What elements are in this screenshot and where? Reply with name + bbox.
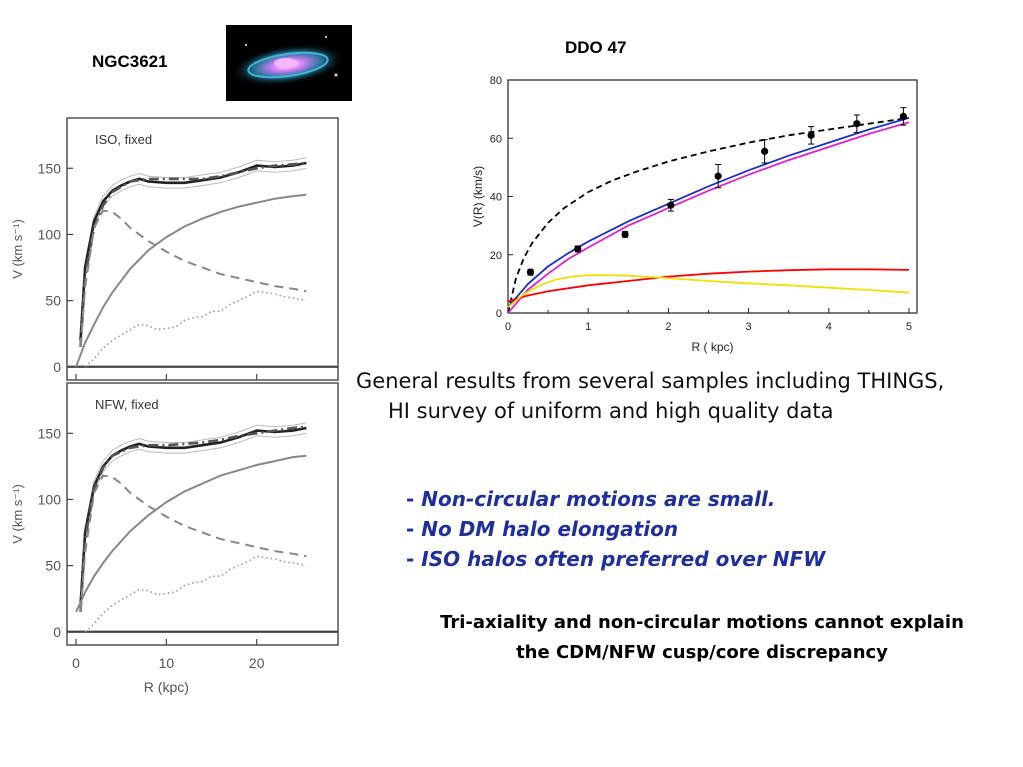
x-tick-label: 4 bbox=[826, 321, 832, 333]
general-results-line-2: HI survey of uniform and high quality da… bbox=[388, 399, 834, 423]
series-model-dashdot bbox=[79, 161, 307, 347]
y-tick-label: 0 bbox=[496, 308, 502, 320]
y-tick-label: 0 bbox=[53, 359, 61, 375]
galaxy-image bbox=[226, 25, 352, 101]
y-tick-label: 0 bbox=[53, 624, 61, 640]
panel-label: NFW, fixed bbox=[95, 397, 159, 412]
observed-uncertainty-line bbox=[80, 157, 307, 336]
data-point bbox=[574, 245, 582, 253]
series-disk-dashed bbox=[79, 474, 307, 612]
y-axis-label: V(R) (km/s) bbox=[471, 166, 485, 227]
x-tick-label: 0 bbox=[505, 321, 511, 333]
y-tick-label: 80 bbox=[490, 75, 502, 87]
y-tick-label: 100 bbox=[38, 491, 62, 507]
y-tick-label: 40 bbox=[490, 192, 502, 204]
x-tick-label: 0 bbox=[72, 655, 80, 671]
data-point bbox=[807, 131, 815, 139]
x-tick-label: 3 bbox=[746, 321, 752, 333]
series-halo-solid bbox=[75, 193, 307, 368]
model-curve bbox=[507, 117, 910, 314]
y-tick-label: 150 bbox=[38, 160, 62, 176]
ddo47-rotation-curve: 0 1 2 3 4 5 0 20 40 60 80 R ( kpc) V(R) (km/s) bbox=[471, 75, 918, 354]
conclusion-line-1: Tri-axiality and non-circular motions ca… bbox=[440, 612, 964, 633]
conclusion-text: Tri-axiality and non-circular motions ca… bbox=[412, 608, 992, 668]
findings-list: - Non-circular motions are small. - No D… bbox=[406, 484, 825, 574]
data-point bbox=[853, 120, 861, 128]
x-axis-label: R (kpc) bbox=[144, 679, 189, 695]
model-curve bbox=[507, 268, 910, 303]
series-gas-dotted bbox=[84, 290, 307, 368]
model-curve bbox=[507, 121, 910, 314]
y-axis-label: V (km s⁻¹) bbox=[10, 219, 25, 279]
series-observed-thick bbox=[79, 161, 307, 341]
series-model-dashdot bbox=[79, 425, 307, 612]
ngc3621-panel: 0 50 100 150 ISO, fixed V (km s⁻¹) bbox=[10, 117, 339, 381]
observed-uncertainty-line bbox=[80, 422, 307, 601]
general-results-text: General results from several samples inc… bbox=[356, 366, 944, 426]
x-axis-label: R ( kpc) bbox=[692, 340, 734, 354]
model-curve bbox=[507, 274, 910, 308]
finding-item: - Non-circular motions are small. bbox=[406, 487, 776, 511]
data-point bbox=[667, 201, 675, 209]
data-point bbox=[899, 112, 907, 121]
y-tick-label: 50 bbox=[45, 558, 61, 574]
finding-item: - No DM halo elongation bbox=[406, 517, 679, 541]
panel-frame bbox=[66, 117, 339, 381]
data-point bbox=[621, 230, 629, 238]
y-tick-label: 50 bbox=[45, 293, 61, 309]
x-tick-label: 20 bbox=[249, 655, 265, 671]
y-tick-label: 60 bbox=[490, 133, 502, 145]
ddo47-title: DDO 47 bbox=[565, 38, 627, 57]
series-gas-dotted bbox=[84, 555, 307, 633]
model-curve bbox=[507, 117, 910, 308]
x-tick-label: 10 bbox=[159, 655, 175, 671]
data-point bbox=[714, 172, 722, 180]
panel-label: ISO, fixed bbox=[95, 132, 152, 147]
series-disk-dashed bbox=[79, 209, 307, 347]
y-tick-label: 100 bbox=[38, 226, 62, 242]
data-point bbox=[526, 268, 535, 276]
observed-uncertainty-line bbox=[80, 432, 307, 611]
observed-uncertainty-line bbox=[80, 167, 307, 346]
data-point bbox=[761, 147, 769, 155]
conclusion-line-2: the CDM/NFW cusp/core discrepancy bbox=[516, 642, 888, 663]
finding-item: - ISO halos often preferred over NFW bbox=[406, 547, 826, 571]
ngc3621-title: NGC3621 bbox=[92, 52, 168, 71]
panel-frame bbox=[66, 382, 339, 646]
x-tick-label: 2 bbox=[665, 321, 671, 333]
x-tick-label: 1 bbox=[585, 321, 591, 333]
ngc3621-panel: 0 50 100 150 NFW, fixed V (km s⁻¹) 0 10 20 R (kpc… bbox=[10, 382, 339, 695]
y-tick-label: 20 bbox=[490, 250, 502, 262]
y-tick-label: 150 bbox=[38, 425, 62, 441]
y-axis-label: V (km s⁻¹) bbox=[10, 484, 25, 544]
general-results-line-1: General results from several samples inc… bbox=[356, 369, 945, 393]
x-tick-label: 5 bbox=[906, 321, 912, 333]
series-halo-solid bbox=[75, 454, 307, 613]
